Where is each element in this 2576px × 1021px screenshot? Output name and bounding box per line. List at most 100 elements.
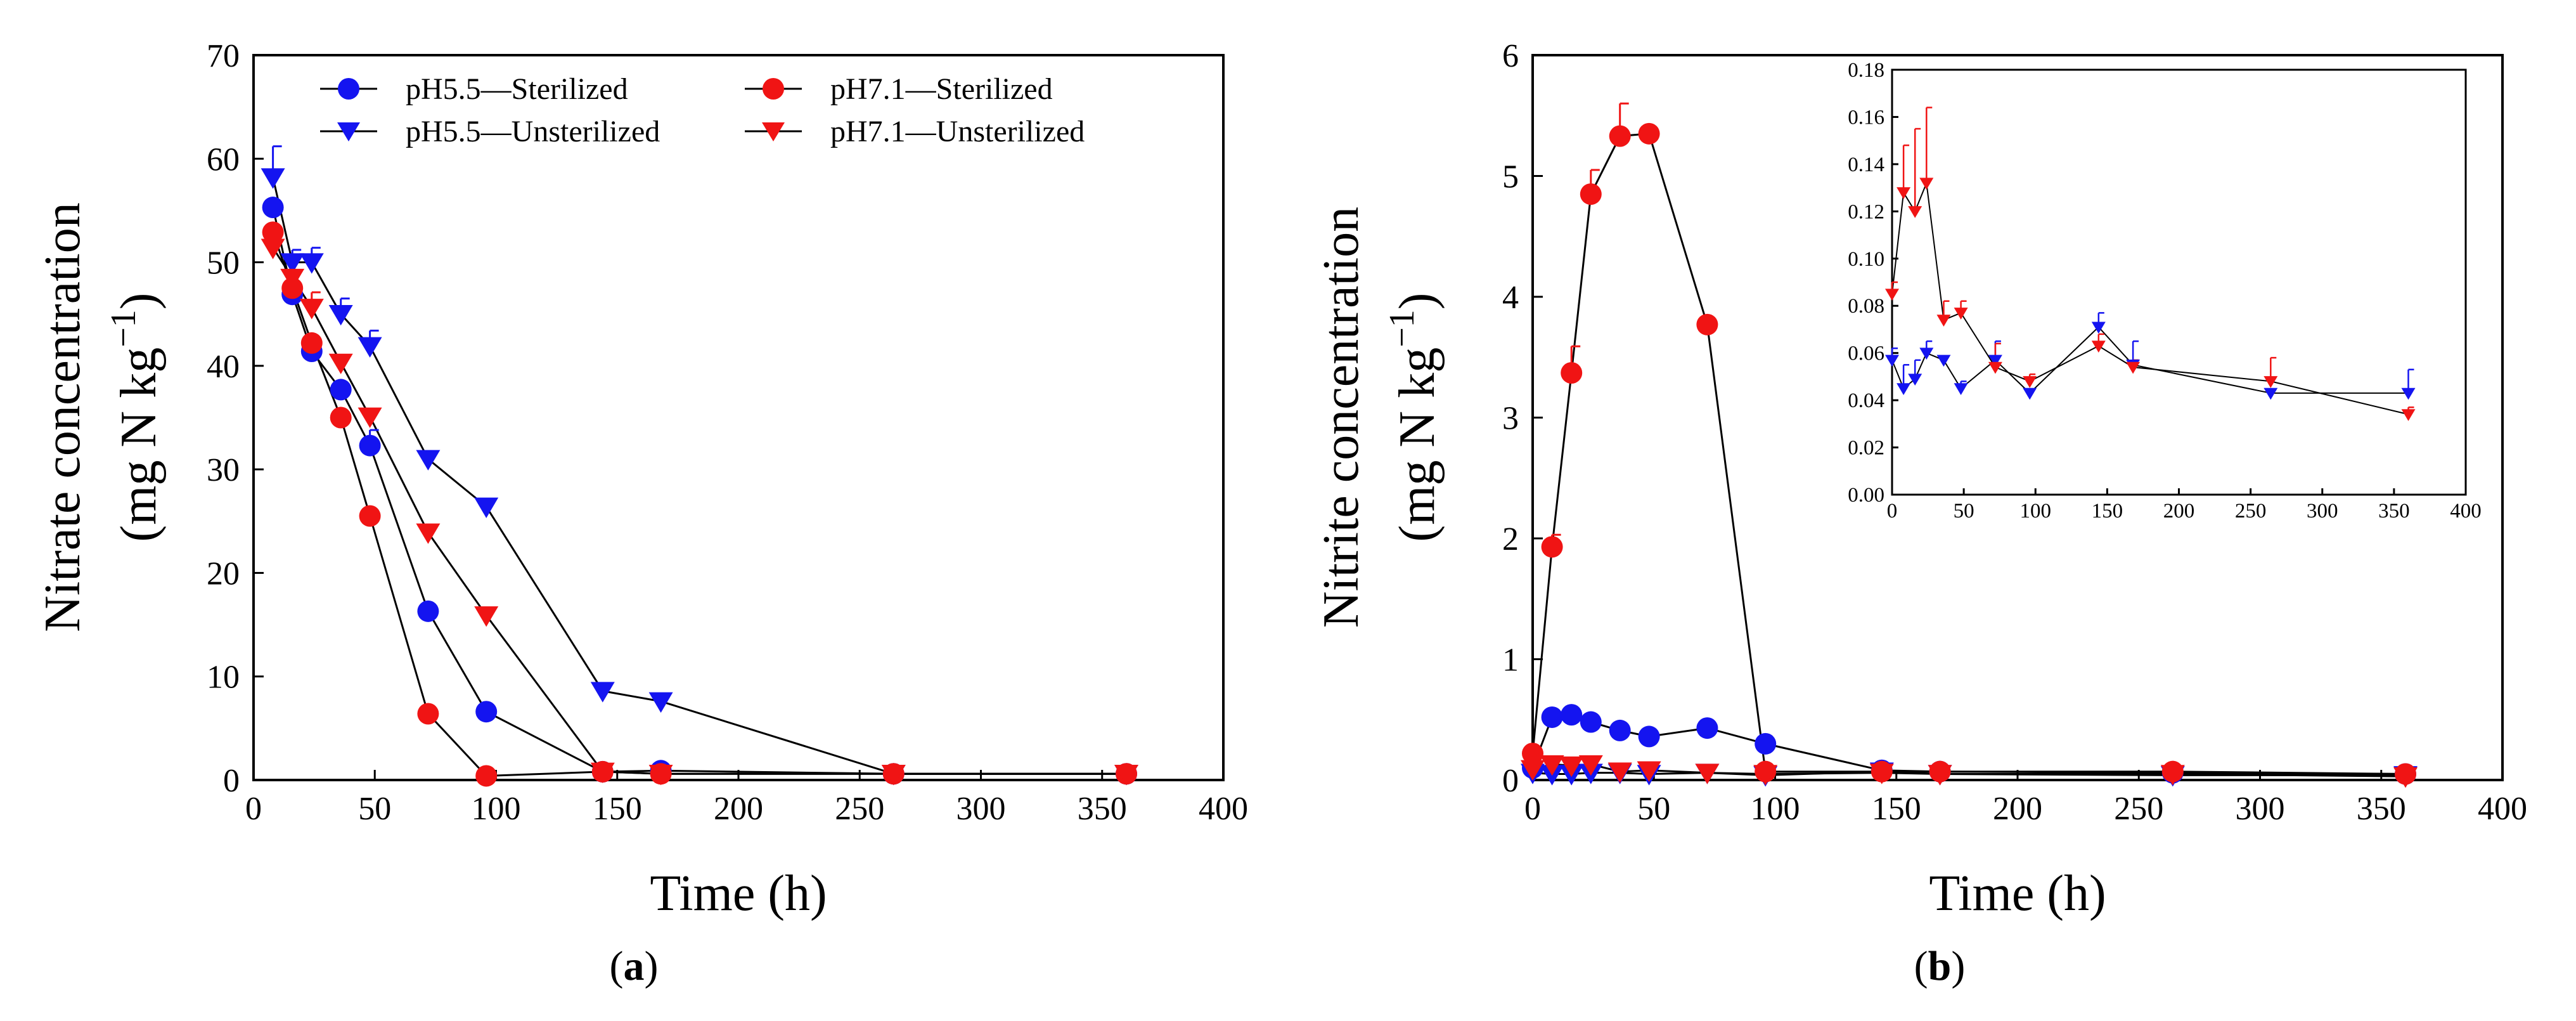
b-marker-triangle <box>1540 755 1564 776</box>
panel-a-y-axis-title: Nitrate concentration <box>35 202 91 632</box>
i-marker-triangle <box>1988 361 2002 374</box>
b-marker-circle <box>1638 122 1660 145</box>
a-y-tick-label: 10 <box>207 660 240 696</box>
panel-a-y-axis-title-line1: Nitrate concentration <box>35 202 91 632</box>
b-marker-triangle <box>1578 755 1603 776</box>
a-y-tick-label: 0 <box>223 763 240 799</box>
a-marker-circle <box>475 701 498 723</box>
panel-a-series-lines <box>272 177 1126 777</box>
panel-a-x-ticks: 0 50 100 150 200 250 300 350 400 <box>245 770 1248 827</box>
panel-a-y-axis-units-text: (mg N kg−1) <box>104 293 167 542</box>
a-marker-circle <box>300 332 323 354</box>
a-marker-circle <box>417 703 439 725</box>
b-marker-circle <box>1580 183 1602 205</box>
i-x-tick-label: 400 <box>2450 500 2482 523</box>
i-y-tick-label: 0.12 <box>1848 200 1884 223</box>
b-series-line <box>1531 713 2406 775</box>
i-marker-triangle <box>2091 322 2106 334</box>
a-marker-triangle <box>648 764 673 786</box>
b-marker-circle <box>1561 704 1583 726</box>
panel-b-y-units-superscript: −1 <box>1382 309 1422 348</box>
i-marker-triangle <box>1908 374 1922 386</box>
i-marker-triangle <box>1954 308 1968 320</box>
panel-a-markers <box>261 168 1138 787</box>
panel-b-error-bars <box>1551 102 1629 547</box>
i-marker-triangle <box>1988 354 2002 367</box>
i-marker-triangle <box>1885 354 1899 367</box>
b-x-tick-label: 150 <box>1872 791 1921 827</box>
legend-marker-red-triangle <box>762 122 785 141</box>
i-marker-triangle <box>2023 387 2037 400</box>
a-marker-triangle <box>416 450 441 471</box>
i-y-tick-label: 0.18 <box>1848 59 1884 82</box>
b-y-tick-label: 4 <box>1502 280 1519 316</box>
i-marker-triangle <box>1936 315 1951 327</box>
a-x-tick-label: 0 <box>245 791 262 827</box>
b-x-tick-label: 100 <box>1751 791 1800 827</box>
panel-b-y-units-prefix: (mg N kg <box>1389 348 1445 542</box>
panel-b-y-axis-title-line1: Nitrite concentration <box>1313 207 1369 628</box>
a-marker-circle <box>475 765 498 787</box>
a-x-tick-label: 150 <box>593 791 642 827</box>
a-marker-triangle <box>474 497 499 518</box>
legend: pH5.5—Sterilized pH5.5—Unsterilized pH7.… <box>320 72 1085 148</box>
a-y-tick-label: 20 <box>207 556 240 592</box>
b-marker-circle <box>1696 313 1718 335</box>
i-y-tick-label: 0.14 <box>1848 153 1884 176</box>
panel-a-y-units-superscript: −1 <box>104 309 143 348</box>
b-marker-circle <box>1609 125 1631 147</box>
a-marker-triangle <box>357 337 382 358</box>
a-x-tick-label: 50 <box>358 791 391 827</box>
a-series-line <box>272 177 1126 775</box>
b-x-tick-label: 400 <box>2478 791 2527 827</box>
b-marker-triangle <box>1869 764 1894 784</box>
i-y-tick-label: 0.00 <box>1848 484 1884 507</box>
i-y-tick-label: 0.08 <box>1848 295 1884 318</box>
legend-label-ph55-unsterilized: pH5.5—Unsterilized <box>406 115 660 148</box>
b-y-tick-label: 1 <box>1502 642 1519 679</box>
i-x-tick-label: 0 <box>1887 500 1898 523</box>
i-marker-triangle <box>1908 206 1922 218</box>
panel-a-y-units-prefix: (mg N kg <box>111 348 167 542</box>
a-marker-triangle <box>590 762 615 783</box>
inset-y-ticks: 0.00 0.02 0.04 0.06 0.08 0.10 0.12 0.14 0.16 0.18 <box>1848 59 1898 507</box>
panel-b-markers <box>1521 122 2418 788</box>
i-x-tick-label: 50 <box>1954 500 1974 523</box>
b-x-tick-label: 0 <box>1524 791 1541 827</box>
legend-marker-blue-triangle <box>337 122 360 141</box>
a-marker-triangle <box>357 407 382 428</box>
legend-item-ph71-sterilized: pH7.1—Sterilized <box>745 72 1053 106</box>
i-x-tick-label: 300 <box>2307 500 2338 523</box>
a-marker-circle <box>359 505 381 527</box>
i-marker-triangle <box>1936 354 1951 367</box>
b-marker-triangle <box>1928 765 1952 786</box>
panel-a-caption-letter: a <box>624 943 645 989</box>
a-x-tick-label: 400 <box>1199 791 1248 827</box>
legend-label-ph71-unsterilized: pH7.1—Unsterilized <box>830 115 1085 148</box>
a-y-tick-label: 70 <box>207 38 240 74</box>
a-series-line <box>272 231 1126 777</box>
panel-b-x-axis-title: Time (h) <box>1929 866 2106 921</box>
a-x-tick-label: 200 <box>714 791 763 827</box>
b-series-line <box>1531 133 2406 775</box>
i-y-tick-label: 0.16 <box>1848 106 1884 129</box>
i-x-tick-label: 100 <box>2020 500 2052 523</box>
legend-item-ph55-unsterilized: pH5.5—Unsterilized <box>320 115 660 148</box>
i-marker-triangle <box>2091 341 2106 353</box>
a-marker-triangle <box>261 238 285 259</box>
panel-a-chart: 0 50 100 150 200 250 300 350 400 0 10 20 30 40 50 60 70… <box>35 38 1248 989</box>
i-x-tick-label: 350 <box>2378 500 2410 523</box>
a-y-tick-label: 40 <box>207 349 240 385</box>
a-x-tick-label: 250 <box>835 791 884 827</box>
b-marker-triangle <box>1559 756 1584 777</box>
i-marker-triangle <box>1897 383 1911 395</box>
a-marker-triangle <box>280 253 305 274</box>
i-marker-triangle <box>2023 376 2037 388</box>
a-y-tick-label: 50 <box>207 245 240 282</box>
legend-label-ph71-sterilized: pH7.1—Sterilized <box>830 72 1053 106</box>
b-marker-circle <box>1609 719 1631 741</box>
b-y-tick-label: 2 <box>1502 521 1519 557</box>
a-y-tick-label: 60 <box>207 141 240 178</box>
panel-b-caption: (b) <box>1914 943 1966 989</box>
